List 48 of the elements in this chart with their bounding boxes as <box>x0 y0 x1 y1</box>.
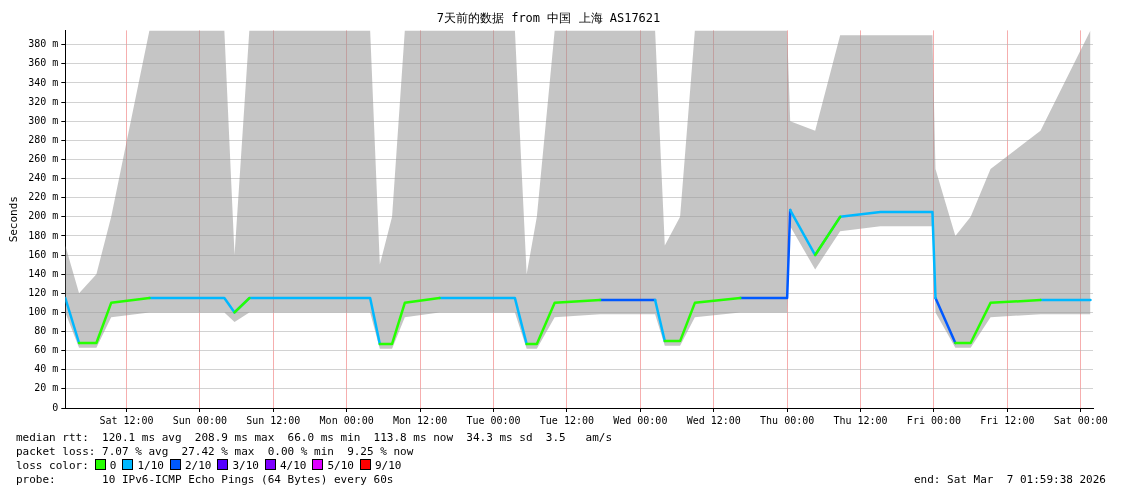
text: end: Sat Mar 7 01:59:38 2026 <box>913 473 1106 486</box>
x-tick-label: Sun 12:00 <box>246 414 301 426</box>
legend-label: 3/10 <box>232 459 259 472</box>
legend-label: 9/10 <box>374 459 402 472</box>
legend-label: 4/10 <box>279 459 307 472</box>
y-tick-label: 80 m <box>34 325 59 337</box>
x-tick-label: Fri 00:00 <box>906 414 962 426</box>
x-tick-label: Fri 12:00 <box>980 414 1035 426</box>
legend-title: loss color: <box>16 459 89 472</box>
y-tick-label: 300 m <box>28 114 59 126</box>
y-tick-label: 380 m <box>28 38 59 50</box>
x-tick-label: Mon 12:00 <box>393 414 448 426</box>
text: packet loss: 7.07 % avg 27.42 % max 0.00 % min 9.25 % now <box>16 445 415 459</box>
x-tick-label: Tue 00:00 <box>466 414 521 426</box>
y-tick-label: 60 m <box>34 344 59 356</box>
x-tick-label: Tue 12:00 <box>539 414 595 426</box>
y-tick-label: 360 m <box>28 57 59 69</box>
y-tick-label: 280 m <box>28 133 59 145</box>
legend-label: 1/10 <box>137 459 164 472</box>
x-tick-label: Mon 00:00 <box>319 414 374 426</box>
y-tick-label: 0 <box>52 401 59 413</box>
x-tick-label: Wed 12:00 <box>686 414 741 426</box>
y-tick-label: 120 m <box>28 286 59 298</box>
y-tick-label: 260 m <box>28 153 59 165</box>
y-tick-label: 220 m <box>28 191 59 203</box>
y-tick-label: 320 m <box>28 95 59 107</box>
x-tick-label: Wed 00:00 <box>613 414 668 426</box>
chart-title: 7天前的数据 from 中国 上海 AS17621 <box>436 11 661 26</box>
y-tick-label: 160 m <box>28 248 59 260</box>
x-tick-label: Thu 00:00 <box>760 414 815 426</box>
legend-label: 2/10 <box>184 459 212 472</box>
x-tick-label: Sat 12:00 <box>99 414 154 426</box>
legend-label: 5/10 <box>327 459 354 472</box>
y-tick-label: 180 m <box>28 229 59 241</box>
y-tick-label: 200 m <box>28 210 59 222</box>
y-tick-label: 100 m <box>28 306 59 317</box>
text: median rtt: 120.1 ms avg 208.9 ms max 66.0 ms min 113.8 ms now 34.3 ms sd 3.5 am/s <box>16 431 614 445</box>
y-tick-label: 20 m <box>34 382 59 394</box>
y-tick-label: 340 m <box>28 76 59 88</box>
legend-label: 0 <box>109 459 117 472</box>
text: probe: 10 IPv6-ICMP Echo Pings (64 Bytes) every 60s <box>16 473 394 486</box>
y-tick-label: 240 m <box>28 172 59 184</box>
x-tick-label: Sun 00:00 <box>172 414 227 426</box>
x-tick-label: Thu 12:00 <box>833 414 888 426</box>
y-axis-title: Seconds <box>7 196 21 243</box>
x-tick-label: Sat 00:00 <box>1053 414 1108 426</box>
y-tick-label: 40 m <box>34 363 59 375</box>
y-tick-label: 140 m <box>28 267 59 279</box>
